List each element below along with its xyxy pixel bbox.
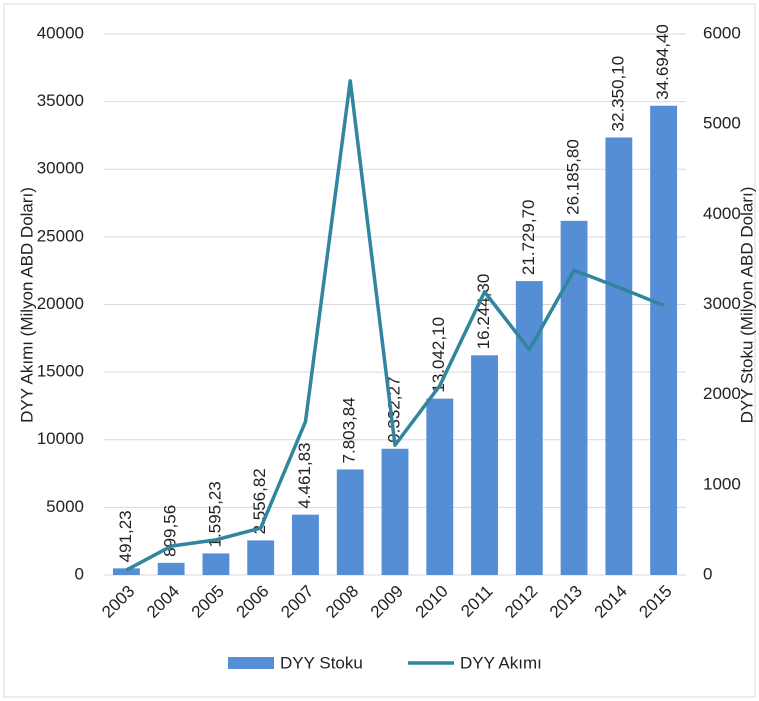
legend-label: DYY Stoku [280, 653, 363, 672]
data-label: 26.185,80 [564, 139, 583, 215]
bar [112, 568, 140, 575]
y2-tick-label: 2000 [703, 384, 741, 403]
data-label: 21.729,70 [519, 199, 538, 275]
y2-tick-label: 3000 [703, 294, 741, 313]
bar [515, 281, 543, 575]
y2-tick-label: 5000 [703, 114, 741, 133]
bar [247, 540, 275, 575]
data-label: 32.350,10 [608, 56, 627, 132]
y2-tick-label: 0 [703, 564, 712, 583]
y-tick-label: 0 [75, 564, 84, 583]
bar [336, 469, 364, 575]
bar [202, 553, 230, 575]
y-tick-label: 30000 [37, 159, 84, 178]
y2-tick-label: 4000 [703, 204, 741, 223]
y2-tick-label: 1000 [703, 474, 741, 493]
y-tick-label: 10000 [37, 429, 84, 448]
bar [471, 355, 498, 575]
y-tick-label: 25000 [37, 226, 84, 245]
data-label: 13.042,10 [429, 317, 448, 393]
data-label: 1.595,23 [205, 481, 224, 547]
bar [292, 514, 319, 575]
y-tick-label: 5000 [46, 497, 84, 516]
y-tick-label: 35000 [37, 91, 84, 110]
bar [381, 448, 409, 575]
data-label: 34.694,40 [653, 24, 672, 100]
data-label: 2.556,82 [250, 468, 269, 534]
legend-label: DYY Akımı [460, 653, 542, 672]
legend-swatch [228, 657, 274, 669]
bar [426, 398, 454, 575]
y2-axis-title: DYY Stoku (Milyon ABD Doları) [737, 187, 756, 424]
data-label: 4.461,83 [295, 442, 314, 508]
y-tick-label: 20000 [37, 294, 84, 313]
data-label: 899,56 [161, 505, 180, 557]
y2-tick-label: 6000 [703, 23, 741, 42]
line [125, 79, 665, 572]
data-label: 16.244,30 [474, 274, 493, 350]
bar [560, 220, 588, 576]
bar [650, 105, 678, 575]
data-label: 491,23 [116, 510, 135, 562]
y-tick-label: 15000 [37, 362, 84, 381]
bar [605, 137, 633, 575]
data-label: 7.803,84 [340, 397, 359, 463]
y-axis-title: DYY Akımı (Milyon ABD Doları) [17, 187, 36, 423]
bar [157, 562, 185, 575]
y-tick-label: 40000 [37, 23, 84, 42]
